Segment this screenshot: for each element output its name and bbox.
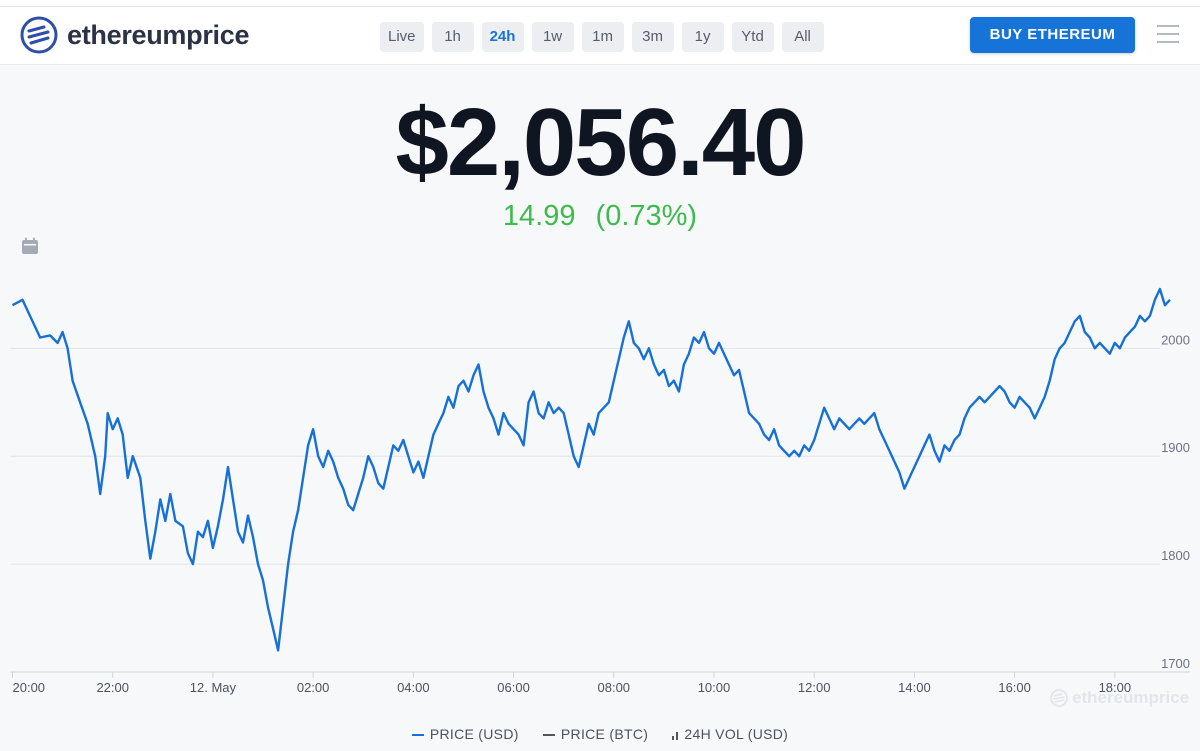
legend-item-price-usd[interactable]: PRICE (USD): [411, 726, 519, 742]
x-tick-label: 18:00: [1099, 680, 1132, 695]
x-tick-label: 08:00: [598, 680, 631, 695]
legend-item-price-btc[interactable]: PRICE (BTC): [542, 726, 649, 742]
calendar-icon[interactable]: [21, 237, 39, 255]
buy-ethereum-button[interactable]: BUY ETHEREUM: [970, 17, 1135, 53]
range-1m-button[interactable]: 1m: [581, 22, 624, 52]
chart-watermark: ethereumprice: [1050, 688, 1189, 708]
price-usd-series-line[interactable]: [11, 287, 1171, 652]
header: ethereumprice Live 1h 24h 1w 1m 3m 1y Yt…: [0, 7, 1200, 65]
x-tick-label: 06:00: [497, 680, 530, 695]
top-strip: [0, 0, 1200, 7]
range-1w-button[interactable]: 1w: [531, 22, 574, 52]
volume-bars-icon: [672, 732, 679, 741]
x-tick-label: 12. May: [190, 680, 237, 695]
range-1h-button[interactable]: 1h: [431, 22, 474, 52]
legend-line-icon: [411, 734, 424, 737]
legend-label: PRICE (USD): [429, 726, 519, 742]
range-all-button[interactable]: All: [781, 22, 824, 52]
current-price: $2,056.40: [395, 89, 806, 196]
y-tick-label: 1900: [1161, 440, 1190, 455]
logo[interactable]: ethereumprice: [20, 16, 249, 54]
hamburger-menu-icon[interactable]: [1157, 25, 1179, 45]
legend-label: PRICE (BTC): [560, 726, 649, 742]
x-tick-label: 22:00: [96, 680, 129, 695]
range-1y-button[interactable]: 1y: [681, 22, 724, 52]
price-change: 14.99 (0.73%): [0, 200, 1200, 233]
price-change-absolute: 14.99: [502, 200, 576, 232]
range-24h-button[interactable]: 24h: [481, 22, 524, 52]
watermark-text: ethereumprice: [1072, 688, 1190, 707]
watermark-logo-icon: [1050, 689, 1068, 707]
range-live-button[interactable]: Live: [380, 22, 424, 52]
x-tick-label: 16:00: [998, 680, 1031, 695]
x-tick-label: 20:00: [13, 680, 46, 695]
range-3m-button[interactable]: 3m: [631, 22, 674, 52]
price-change-percent: (0.73%): [595, 200, 698, 232]
x-tick-label: 12:00: [798, 680, 831, 695]
x-tick-label: 04:00: [397, 680, 430, 695]
y-tick-label: 2000: [1161, 332, 1190, 347]
logo-text: ethereumprice: [67, 19, 250, 50]
y-tick-label: 1700: [1161, 656, 1190, 671]
y-tick-label: 1800: [1161, 548, 1190, 563]
legend-line-icon: [542, 734, 555, 737]
range-selector: Live 1h 24h 1w 1m 3m 1y Ytd All: [380, 22, 832, 52]
legend-label: 24H VOL (USD): [684, 726, 789, 742]
x-tick-label: 10:00: [698, 680, 731, 695]
plot-background: [0, 262, 1200, 672]
x-tick-label: 14:00: [898, 680, 931, 695]
legend-item-24h-vol[interactable]: 24H VOL (USD): [672, 726, 788, 742]
range-ytd-button[interactable]: Ytd: [731, 22, 774, 52]
ethereumprice-logo-icon: [20, 16, 58, 54]
x-tick-label: 02:00: [297, 680, 330, 695]
chart-legend: PRICE (USD) PRICE (BTC) 24H VOL (USD): [0, 726, 1200, 742]
price-chart[interactable]: 1700 1800 1900 2000 20:00 22:00 12. May 02:00 04…: [0, 262, 1200, 702]
